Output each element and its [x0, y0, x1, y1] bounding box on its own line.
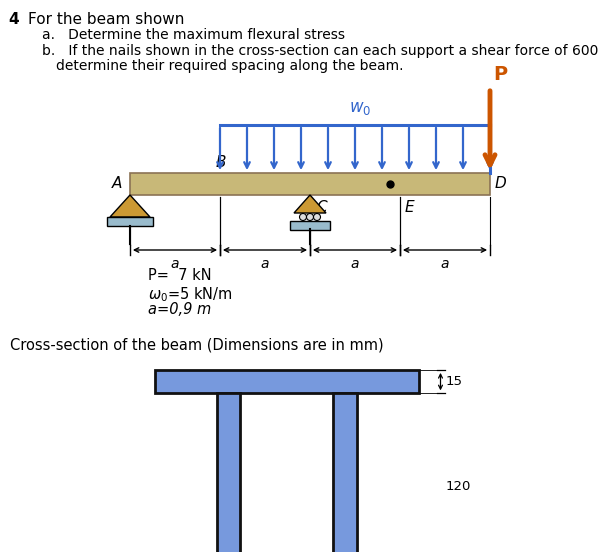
Text: D: D — [495, 177, 507, 192]
Circle shape — [307, 214, 313, 220]
Text: a: a — [441, 257, 449, 271]
Text: a: a — [351, 257, 359, 271]
Circle shape — [300, 214, 307, 220]
Bar — [107, 217, 153, 226]
Circle shape — [313, 214, 320, 220]
Bar — [130, 173, 490, 195]
Polygon shape — [294, 195, 326, 213]
Text: 15: 15 — [446, 375, 462, 388]
Text: a: a — [171, 257, 179, 271]
Text: P=  7 kN: P= 7 kN — [148, 268, 211, 283]
Text: $\omega_0$=5 kN/m: $\omega_0$=5 kN/m — [148, 285, 233, 304]
Bar — [333, 393, 356, 552]
Text: Cross-section of the beam (Dimensions are in mm): Cross-section of the beam (Dimensions ar… — [10, 337, 383, 352]
Text: b.   If the nails shown in the cross-section can each support a shear force of 6: b. If the nails shown in the cross-secti… — [42, 44, 599, 58]
Text: $w_0$: $w_0$ — [349, 99, 371, 117]
Text: 120: 120 — [446, 480, 471, 493]
Text: B: B — [216, 155, 226, 170]
Text: determine their required spacing along the beam.: determine their required spacing along t… — [56, 59, 404, 73]
Bar — [290, 220, 330, 230]
Bar — [217, 393, 240, 552]
Text: P: P — [493, 65, 507, 84]
Text: A: A — [111, 177, 122, 192]
Text: C: C — [316, 200, 326, 215]
Bar — [155, 370, 419, 393]
Text: For the beam shown: For the beam shown — [28, 12, 184, 27]
Text: a.   Determine the maximum flexural stress: a. Determine the maximum flexural stress — [42, 28, 345, 42]
Polygon shape — [110, 195, 150, 217]
Text: 4: 4 — [8, 12, 19, 27]
Text: a: a — [261, 257, 269, 271]
Text: a=0,9 m: a=0,9 m — [148, 302, 211, 317]
Text: E: E — [405, 200, 415, 215]
